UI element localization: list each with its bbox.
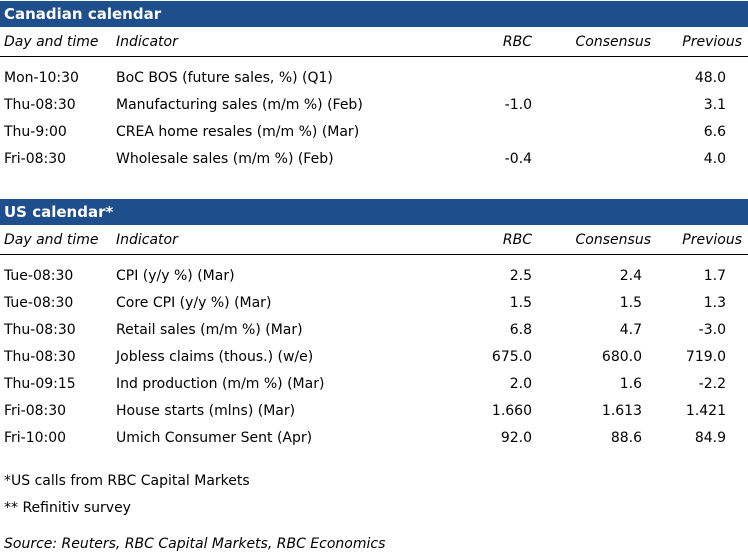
header-rbc: RBC xyxy=(502,232,532,248)
day-cell: Fri-08:30 xyxy=(4,403,67,419)
previous-cell: 4.0 xyxy=(703,151,726,167)
rbc-cell: 6.8 xyxy=(509,322,532,338)
day-cell: Tue-08:30 xyxy=(4,268,74,284)
day-cell: Thu-08:30 xyxy=(4,97,76,113)
table-row: Fri-10:00 Umich Consumer Sent (Apr) 92.0 88… xyxy=(0,425,748,452)
canadian-rows: Mon-10:30 BoC BOS (future sales, %) (Q1) 4… xyxy=(0,65,748,173)
us-calendar-section: US calendar* Day and time Indicator RBC … xyxy=(0,199,748,452)
header-rbc: RBC xyxy=(502,34,532,50)
indicator-cell: Umich Consumer Sent (Apr) xyxy=(116,430,313,446)
previous-cell: 6.6 xyxy=(703,124,726,140)
consensus-cell: 1.5 xyxy=(619,295,642,311)
source-note: Source: Reuters, RBC Capital Markets, RB… xyxy=(4,536,386,552)
day-cell: Thu-09:15 xyxy=(4,376,76,392)
header-indicator: Indicator xyxy=(116,232,178,248)
canadian-calendar-section: Canadian calendar Day and time Indicator… xyxy=(0,1,748,173)
day-cell: Thu-08:30 xyxy=(4,349,76,365)
header-day: Day and time xyxy=(4,34,99,50)
table-row: Thu-08:30 Manufacturing sales (m/m %) (Fe… xyxy=(0,92,748,119)
table-row: Tue-08:30 Core CPI (y/y %) (Mar) 1.5 1.5 1.3 xyxy=(0,290,748,317)
day-cell: Thu-9:00 xyxy=(4,124,67,140)
rbc-cell: -0.4 xyxy=(504,151,532,167)
footnote-us-calls: *US calls from RBC Capital Markets xyxy=(4,473,250,489)
table-row: Thu-09:15 Ind production (m/m %) (Mar) 2.0… xyxy=(0,371,748,398)
indicator-cell: Jobless claims (thous.) (w/e) xyxy=(116,349,314,365)
indicator-cell: Retail sales (m/m %) (Mar) xyxy=(116,322,303,338)
us-calendar-title: US calendar* xyxy=(0,199,748,225)
us-column-headers: Day and time Indicator RBC Consensus Pre… xyxy=(0,225,748,255)
previous-cell: -2.2 xyxy=(698,376,726,392)
header-previous: Previous xyxy=(682,232,742,248)
consensus-cell: 1.613 xyxy=(601,403,642,419)
previous-cell: 48.0 xyxy=(694,70,726,86)
footnotes: *US calls from RBC Capital Markets ** Re… xyxy=(4,468,385,558)
day-cell: Mon-10:30 xyxy=(4,70,79,86)
footnote-refinitiv: ** Refinitiv survey xyxy=(4,500,131,516)
previous-cell: 84.9 xyxy=(694,430,726,446)
previous-cell: 1.3 xyxy=(703,295,726,311)
consensus-cell: 1.6 xyxy=(619,376,642,392)
us-rows: Tue-08:30 CPI (y/y %) (Mar) 2.5 2.4 1.7 Tue-0… xyxy=(0,263,748,452)
rbc-cell: 2.5 xyxy=(509,268,532,284)
header-previous: Previous xyxy=(682,34,742,50)
indicator-cell: BoC BOS (future sales, %) (Q1) xyxy=(116,70,333,86)
indicator-cell: Core CPI (y/y %) (Mar) xyxy=(116,295,272,311)
table-row: Mon-10:30 BoC BOS (future sales, %) (Q1) 4… xyxy=(0,65,748,92)
header-consensus: Consensus xyxy=(575,34,651,50)
indicator-cell: CREA home resales (m/m %) (Mar) xyxy=(116,124,360,140)
table-row: Tue-08:30 CPI (y/y %) (Mar) 2.5 2.4 1.7 xyxy=(0,263,748,290)
previous-cell: 1.7 xyxy=(703,268,726,284)
previous-cell: -3.0 xyxy=(698,322,726,338)
indicator-cell: CPI (y/y %) (Mar) xyxy=(116,268,235,284)
header-consensus: Consensus xyxy=(575,232,651,248)
consensus-cell: 680.0 xyxy=(601,349,642,365)
table-row: Fri-08:30 House starts (mlns) (Mar) 1.660 1… xyxy=(0,398,748,425)
consensus-cell: 4.7 xyxy=(619,322,642,338)
previous-cell: 1.421 xyxy=(685,403,726,419)
table-row: Fri-08:30 Wholesale sales (m/m %) (Feb) -0… xyxy=(0,146,748,173)
table-row: Thu-08:30 Retail sales (m/m %) (Mar) 6.8 4.… xyxy=(0,317,748,344)
indicator-cell: Wholesale sales (m/m %) (Feb) xyxy=(116,151,334,167)
rbc-cell: 675.0 xyxy=(491,349,532,365)
consensus-cell: 88.6 xyxy=(610,430,642,446)
day-cell: Fri-10:00 xyxy=(4,430,67,446)
header-indicator: Indicator xyxy=(116,34,178,50)
rbc-cell: -1.0 xyxy=(504,97,532,113)
rbc-cell: 1.660 xyxy=(491,403,532,419)
rbc-cell: 1.5 xyxy=(509,295,532,311)
consensus-cell: 2.4 xyxy=(619,268,642,284)
canadian-column-headers: Day and time Indicator RBC Consensus Pre… xyxy=(0,27,748,57)
day-cell: Tue-08:30 xyxy=(4,295,74,311)
table-row: Thu-08:30 Jobless claims (thous.) (w/e) 67… xyxy=(0,344,748,371)
header-day: Day and time xyxy=(4,232,99,248)
table-row: Thu-9:00 CREA home resales (m/m %) (Mar) 6… xyxy=(0,119,748,146)
indicator-cell: Manufacturing sales (m/m %) (Feb) xyxy=(116,97,363,113)
rbc-cell: 2.0 xyxy=(509,376,532,392)
day-cell: Thu-08:30 xyxy=(4,322,76,338)
indicator-cell: House starts (mlns) (Mar) xyxy=(116,403,296,419)
canadian-calendar-title: Canadian calendar xyxy=(0,1,748,27)
previous-cell: 3.1 xyxy=(703,97,726,113)
day-cell: Fri-08:30 xyxy=(4,151,67,167)
previous-cell: 719.0 xyxy=(685,349,726,365)
indicator-cell: Ind production (m/m %) (Mar) xyxy=(116,376,325,392)
rbc-cell: 92.0 xyxy=(500,430,532,446)
